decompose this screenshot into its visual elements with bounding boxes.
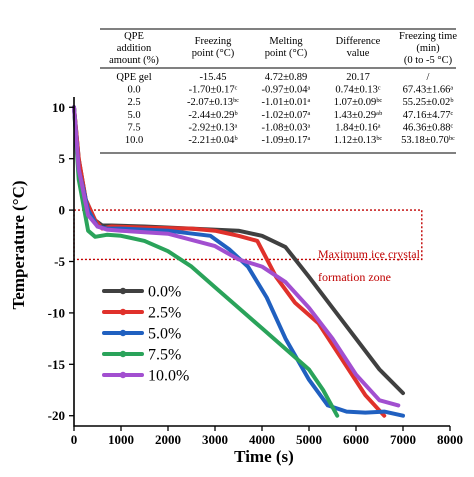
x-tick-label-5: 5000 [296, 432, 322, 447]
table-cell-5-0: 10.0 [125, 135, 143, 146]
x-tick-label-7: 7000 [390, 432, 416, 447]
table-header-4-2: (0 to -5 °C) [404, 55, 453, 66]
y-tick-label-5: -15 [48, 357, 66, 372]
series-line-3 [72, 105, 340, 418]
table-cell-4-3: 1.84±0.16ᵃ [335, 122, 381, 133]
x-tick-label-6: 6000 [343, 432, 369, 447]
legend-label-2: 5.0% [148, 326, 181, 343]
table-header-3-1: value [347, 48, 370, 59]
table-cell-1-4: 67.43±1.66ᵃ [403, 85, 454, 96]
table-cell-1-2: -0.97±0.04ᵃ [262, 85, 311, 96]
table-cell-2-3: 1.07±0.09ᵇᶜ [334, 97, 383, 108]
table-header-3-0: Difference [336, 36, 381, 47]
table-header-0-0: QPE [124, 31, 144, 42]
legend-label-3: 7.5% [148, 347, 181, 364]
table-header-2-1: point (°C) [265, 48, 308, 59]
y-tick-label-1: 5 [59, 151, 66, 166]
table-cell-3-1: -2.44±0.29ᵇ [188, 110, 238, 121]
x-tick-label-3: 3000 [202, 432, 228, 447]
table-cell-2-4: 55.25±0.02ᵇ [402, 97, 454, 108]
table-header-0-1: addition [117, 43, 152, 54]
y-axis-title: Temperature (°C) [9, 180, 28, 309]
table-cell-4-0: 7.5 [127, 122, 140, 133]
table-cell-5-2: -1.09±0.17ᵃ [262, 135, 311, 146]
table-cell-4-1: -2.92±0.13ᵃ [189, 122, 238, 133]
table-cell-3-0: 5.0 [127, 110, 140, 121]
zone-label-line1: Maximum ice crystal [318, 247, 421, 261]
table-cell-4-2: -1.08±0.03ᵃ [262, 122, 311, 133]
table-cell-2-1: -2.07±0.13ᵇᶜ [187, 97, 239, 108]
legend-label-0: 0.0% [148, 284, 181, 301]
table-cell-0-2: 4.72±0.89 [265, 72, 308, 83]
legend-marker-0 [119, 287, 127, 295]
table-cell-1-1: -1.70±0.17ᶜ [189, 85, 238, 96]
table-header-0-2: amount (%) [109, 55, 159, 66]
data-series [72, 105, 405, 418]
series-line-4 [72, 105, 401, 408]
x-tick-label-0: 0 [71, 432, 78, 447]
table-cell-4-4: 46.36±0.88ᶜ [403, 122, 454, 133]
table-cell-5-3: 1.12±0.13ᵇᶜ [334, 135, 383, 146]
legend-marker-4 [119, 371, 127, 379]
y-tick-label-0: 10 [52, 100, 65, 115]
legend-marker-2 [119, 329, 127, 337]
legend: 0.0% 2.5% 5.0% 7.5% 10.0% [102, 284, 189, 385]
y-tick-label-2: 0 [59, 203, 66, 218]
x-tick-label-8: 8000 [437, 432, 463, 447]
zone-label-line2: formation zone [318, 270, 391, 284]
table-cell-3-2: -1.02±0.07ᵃ [262, 110, 311, 121]
table-header-1-1: point (°C) [192, 48, 235, 59]
legend-label-1: 2.5% [148, 305, 181, 322]
table-cell-3-3: 1.43±0.29ᵃᵇ [334, 110, 383, 121]
table-cell-0-4: / [427, 72, 430, 83]
table-header-4-0: Freezing time [399, 31, 457, 42]
table-cell-5-4: 53.18±0.70ᵇᶜ [401, 135, 455, 146]
table-cell-0-0: QPE gel [116, 72, 151, 83]
table-cell-5-1: -2.21±0.04ᵇ [188, 135, 238, 146]
x-tick-label-4: 4000 [249, 432, 275, 447]
legend-marker-3 [119, 350, 127, 358]
table-cell-2-0: 2.5 [127, 97, 140, 108]
table-cell-0-3: 20.17 [346, 72, 370, 83]
y-tick-label-6: -20 [48, 408, 65, 423]
table-header-2-0: Melting [269, 36, 303, 47]
table-cell-2-2: -1.01±0.01ᵃ [262, 97, 311, 108]
table-cell-1-0: 0.0 [127, 85, 140, 96]
legend-label-4: 10.0% [148, 368, 189, 385]
x-tick-label-1: 1000 [108, 432, 134, 447]
table-cell-3-4: 47.16±4.77ᶜ [403, 110, 454, 121]
legend-marker-1 [119, 308, 127, 316]
x-axis-title: Time (s) [234, 447, 294, 466]
table-cell-0-1: -15.45 [199, 72, 226, 83]
y-tick-label-3: -5 [54, 254, 65, 269]
table-header-4-1: (min) [416, 43, 440, 54]
y-tick-label-4: -10 [48, 305, 65, 320]
table-header-1-0: Freezing [195, 36, 232, 47]
axes: 0 1000 2000 3000 4000 5000 6000 7000 8000 10 5 0 -5 -… [48, 97, 463, 447]
x-tick-label-2: 2000 [155, 432, 181, 447]
table-cell-1-3: 0.74±0.13ᶜ [335, 85, 381, 96]
